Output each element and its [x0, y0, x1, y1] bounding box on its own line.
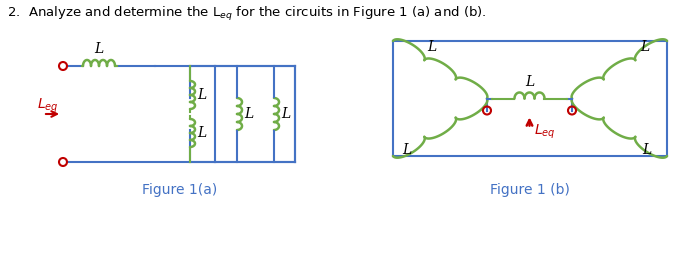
- Text: Figure 1 (b): Figure 1 (b): [490, 183, 570, 197]
- Text: 2.  Analyze and determine the L$_{eq}$ for the circuits in Figure 1 (a) and (b).: 2. Analyze and determine the L$_{eq}$ fo…: [7, 5, 486, 23]
- Text: L: L: [640, 40, 650, 54]
- Text: Figure 1(a): Figure 1(a): [142, 183, 218, 197]
- Text: L: L: [281, 107, 290, 121]
- Text: $L_{eq}$: $L_{eq}$: [38, 97, 59, 115]
- Text: L: L: [643, 143, 651, 157]
- Text: L: L: [525, 75, 534, 89]
- Text: L: L: [244, 107, 253, 121]
- Text: L: L: [402, 143, 411, 157]
- Text: $L_{eq}$: $L_{eq}$: [534, 123, 556, 141]
- Text: L: L: [427, 40, 436, 54]
- Text: L: L: [95, 42, 103, 56]
- Text: L: L: [197, 88, 206, 102]
- Text: L: L: [197, 126, 206, 140]
